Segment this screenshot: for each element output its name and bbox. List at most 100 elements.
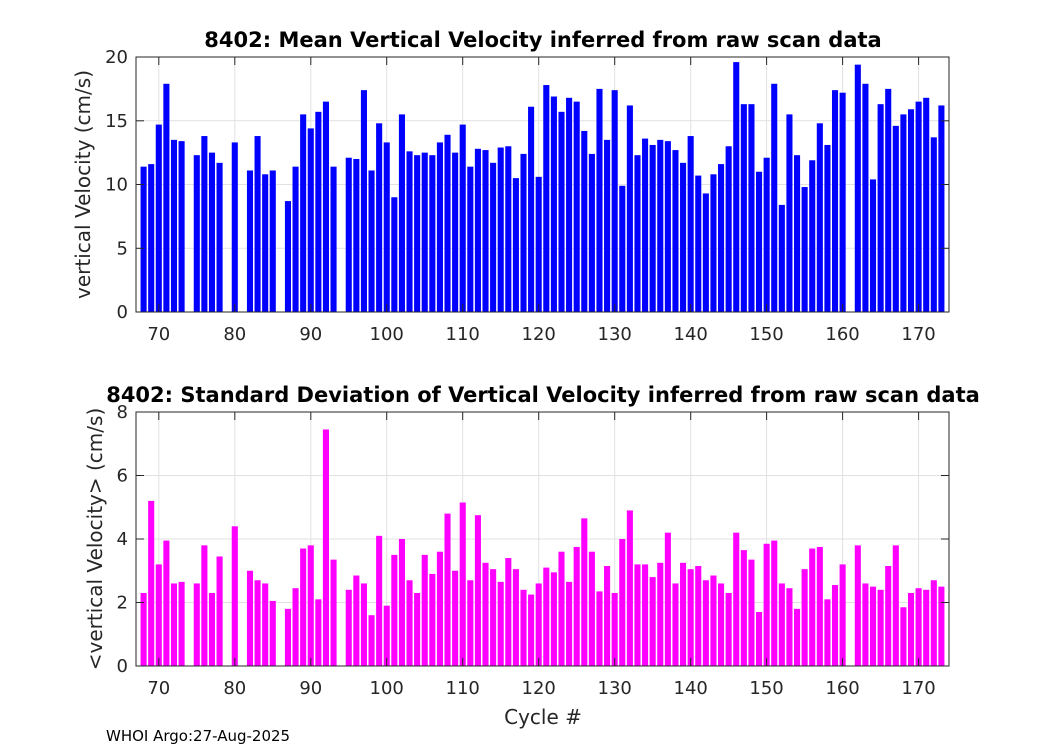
bar-cycle-155 — [801, 569, 808, 666]
y-axis-label: vertical Velocity (cm/s) — [71, 70, 95, 299]
bar-cycle-73 — [178, 141, 185, 312]
bar-cycle-166 — [885, 565, 892, 666]
bar-cycle-113 — [482, 150, 489, 312]
y-tick-label: 10 — [105, 175, 128, 196]
bar-series — [140, 429, 945, 667]
bar-cycle-137 — [664, 532, 671, 666]
bar-cycle-141 — [695, 175, 702, 312]
bar-cycle-160 — [839, 92, 846, 312]
bar-cycle-110 — [459, 502, 466, 666]
bar-cycle-143 — [710, 575, 717, 666]
bar-cycle-163 — [862, 583, 869, 666]
bar-cycle-173 — [938, 586, 945, 667]
bar-cycle-105 — [421, 152, 428, 313]
bar-cycle-72 — [170, 139, 178, 313]
tick-labels: 70 80 90 100 110 120 130 140 150 160 170 0 2 4 6 8 — [117, 402, 936, 699]
bar-cycle-151 — [771, 540, 778, 666]
bar-cycle-163 — [862, 83, 869, 312]
bar-cycle-106 — [429, 155, 436, 312]
bar-cycle-132 — [626, 105, 633, 312]
bar-cycle-118 — [520, 153, 527, 312]
bar-cycle-117 — [512, 178, 519, 313]
bar-cycle-124 — [566, 97, 573, 312]
x-tick-label: 170 — [901, 678, 935, 699]
bar-cycle-122 — [550, 572, 557, 666]
bar-cycle-68 — [140, 592, 147, 666]
bar-cycle-115 — [497, 147, 504, 312]
bar-cycle-154 — [794, 608, 801, 666]
bar-cycle-125 — [573, 546, 580, 666]
bar-cycle-158 — [824, 144, 831, 312]
bar-cycle-77 — [208, 592, 216, 666]
bar-cycle-127 — [588, 153, 595, 312]
x-tick-label: 70 — [147, 324, 170, 345]
x-tick-label: 140 — [674, 678, 708, 699]
bar-cycle-158 — [824, 599, 831, 666]
bar-cycle-82 — [246, 170, 254, 312]
bar-cycle-140 — [687, 136, 694, 312]
bar-cycle-89 — [300, 548, 307, 666]
bar-cycle-78 — [216, 162, 223, 312]
bar-cycle-71 — [163, 83, 170, 312]
bar-cycle-153 — [786, 114, 793, 313]
bar-cycle-119 — [528, 106, 535, 312]
bar-cycle-130 — [611, 592, 618, 666]
bar-cycle-134 — [642, 138, 649, 312]
x-tick-label: 150 — [749, 678, 783, 699]
bar-cycle-152 — [778, 204, 785, 312]
bar-cycle-95 — [345, 157, 352, 312]
y-tick-label: 15 — [105, 111, 128, 132]
bar-cycle-150 — [763, 543, 770, 666]
bar-cycle-169 — [907, 109, 915, 313]
bar-cycle-153 — [786, 588, 793, 666]
bar-cycle-146 — [733, 532, 740, 666]
bar-cycle-156 — [809, 160, 816, 312]
bar-cycle-173 — [938, 105, 945, 312]
x-tick-label: 110 — [446, 324, 480, 345]
bar-cycle-87 — [284, 201, 291, 312]
ticks — [136, 56, 949, 313]
bar-cycle-114 — [490, 162, 497, 312]
bar-cycle-69 — [148, 164, 155, 312]
bar-cycle-138 — [672, 150, 679, 312]
mean-velocity-chart: 70 80 90 100 110 120 130 140 150 160 170 0 5 10 15 20 8… — [71, 28, 950, 345]
bar-cycle-71 — [163, 540, 170, 666]
bar-cycle-159 — [831, 585, 839, 666]
bar-cycle-107 — [436, 551, 443, 666]
bar-cycle-129 — [604, 565, 611, 666]
bar-cycle-168 — [900, 607, 907, 666]
bar-cycle-123 — [558, 551, 565, 666]
y-tick-label: 8 — [117, 402, 128, 423]
bar-cycle-149 — [756, 171, 763, 312]
bar-cycle-118 — [520, 589, 527, 666]
x-tick-label: 70 — [147, 678, 170, 699]
bar-cycle-147 — [740, 550, 747, 666]
y-tick-label: 0 — [117, 302, 128, 323]
x-tick-label: 130 — [598, 324, 632, 345]
bar-cycle-136 — [657, 139, 664, 313]
bar-cycle-109 — [452, 152, 459, 313]
bar-cycle-113 — [482, 562, 489, 666]
bar-cycle-137 — [664, 141, 671, 312]
bar-cycle-98 — [368, 170, 375, 312]
x-tick-label: 160 — [825, 678, 859, 699]
bar-cycle-95 — [345, 589, 352, 666]
bar-cycle-77 — [208, 152, 216, 313]
bar-cycle-75 — [193, 583, 200, 666]
bar-cycle-130 — [611, 90, 618, 313]
bar-cycle-140 — [687, 569, 694, 666]
bar-cycle-89 — [300, 114, 307, 313]
chart-title: 8402: Mean Vertical Velocity inferred fr… — [204, 28, 881, 52]
bar-cycle-99 — [376, 123, 383, 312]
bar-cycle-166 — [885, 88, 892, 313]
bar-cycle-129 — [604, 139, 611, 313]
bar-cycle-168 — [900, 114, 907, 313]
y-tick-label: 6 — [117, 466, 128, 487]
footer-credit: WHOI Argo:27-Aug-2025 — [106, 727, 290, 745]
bar-cycle-145 — [725, 592, 732, 666]
bar-cycle-85 — [269, 600, 276, 666]
bar-cycle-102 — [398, 539, 405, 666]
y-axis-label: <vertical Velocity> (cm/s) — [83, 408, 107, 671]
bar-cycle-164 — [869, 179, 877, 312]
